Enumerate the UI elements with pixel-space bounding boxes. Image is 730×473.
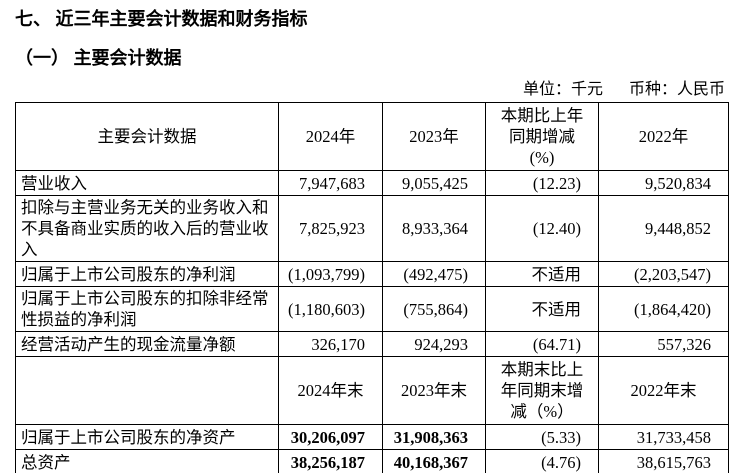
row-label-cell: 归属于上市公司股东的净利润	[15, 261, 279, 287]
header-cell: 本期比上年 同期增减 (%)	[485, 102, 599, 171]
value-cell: (4.76)	[485, 449, 599, 473]
header-cell: 2022年	[598, 102, 729, 171]
value-cell: 不适用	[485, 286, 599, 332]
value-cell: 31,733,458	[598, 424, 729, 450]
table-row: 营业收入 7,947,683 9,055,425 (12.23) 9,520,834	[15, 170, 729, 196]
value-cell: (2,203,547)	[598, 261, 729, 287]
unit-line: 单位：千元 币种：人民币	[15, 80, 725, 99]
value-cell: (755,864)	[382, 286, 486, 332]
header-cell: 本期末比上 年同期末增 减（%）	[485, 356, 599, 425]
value-cell: (5.33)	[485, 424, 599, 450]
value-cell: (1,180,603)	[278, 286, 383, 332]
value-cell: 924,293	[382, 331, 486, 357]
table-row: 归属于上市公司股东的扣除非经常性损益的净利润 (1,180,603) (755,86…	[15, 286, 729, 332]
value-cell: 38,615,763	[598, 449, 729, 473]
header-label-cell	[15, 356, 279, 425]
table-row: 经营活动产生的现金流量净额 326,170 924,293 (64.71) 557,32…	[15, 331, 729, 357]
table-row: 归属于上市公司股东的净资产 30,206,097 31,908,363 (5.33) 3…	[15, 424, 729, 450]
header-cell: 2024年末	[278, 356, 383, 425]
table-header-row: 主要会计数据 2024年 2023年 本期比上年 同期增减 (%) 2022年	[15, 102, 729, 171]
section-title: 七、 近三年主要会计数据和财务指标	[15, 9, 308, 29]
subsection-title: （一） 主要会计数据	[15, 48, 182, 68]
table-header-row: 2024年末 2023年末 本期末比上 年同期末增 减（%） 2022年末	[15, 356, 729, 425]
header-label-cell: 主要会计数据	[15, 102, 279, 171]
value-cell: (12.23)	[485, 170, 599, 196]
row-label-cell: 归属于上市公司股东的净资产	[15, 424, 279, 450]
value-cell: (12.40)	[485, 195, 599, 262]
value-cell: (1,093,799)	[278, 261, 383, 287]
row-label-cell: 归属于上市公司股东的扣除非经常性损益的净利润	[15, 286, 279, 332]
value-cell: 8,933,364	[382, 195, 486, 262]
value-cell: 40,168,367	[382, 449, 486, 473]
value-cell: 9,520,834	[598, 170, 729, 196]
value-cell: 不适用	[485, 261, 599, 287]
row-label-cell: 总资产	[15, 449, 279, 473]
value-cell: 326,170	[278, 331, 383, 357]
row-label-cell: 经营活动产生的现金流量净额	[15, 331, 279, 357]
row-label-cell: 扣除与主营业务无关的业务收入和不具备商业实质的收入后的营业收入	[15, 195, 279, 262]
table-row: 归属于上市公司股东的净利润 (1,093,799) (492,475) 不适用 (2,2…	[15, 261, 729, 287]
unit-label: 单位：千元	[522, 81, 603, 98]
table-row: 总资产 38,256,187 40,168,367 (4.76) 38,615,763	[15, 449, 729, 473]
table-row: 扣除与主营业务无关的业务收入和不具备商业实质的收入后的营业收入 7,825,923…	[15, 195, 729, 262]
value-cell: 9,448,852	[598, 195, 729, 262]
value-cell: (1,864,420)	[598, 286, 729, 332]
value-cell: (64.71)	[485, 331, 599, 357]
value-cell: 30,206,097	[278, 424, 383, 450]
key-accounting-data-table: 主要会计数据 2024年 2023年 本期比上年 同期增减 (%) 2022年 营业收入 7…	[15, 102, 729, 473]
value-cell: 38,256,187	[278, 449, 383, 473]
value-cell: 9,055,425	[382, 170, 486, 196]
header-cell: 2024年	[278, 102, 383, 171]
value-cell: 31,908,363	[382, 424, 486, 450]
row-label-cell: 营业收入	[15, 170, 279, 196]
header-cell: 2023年末	[382, 356, 486, 425]
header-cell: 2022年末	[598, 356, 729, 425]
value-cell: 7,825,923	[278, 195, 383, 262]
currency-label: 币种：人民币	[628, 81, 725, 98]
header-cell: 2023年	[382, 102, 486, 171]
value-cell: 7,947,683	[278, 170, 383, 196]
value-cell: 557,326	[598, 331, 729, 357]
value-cell: (492,475)	[382, 261, 486, 287]
